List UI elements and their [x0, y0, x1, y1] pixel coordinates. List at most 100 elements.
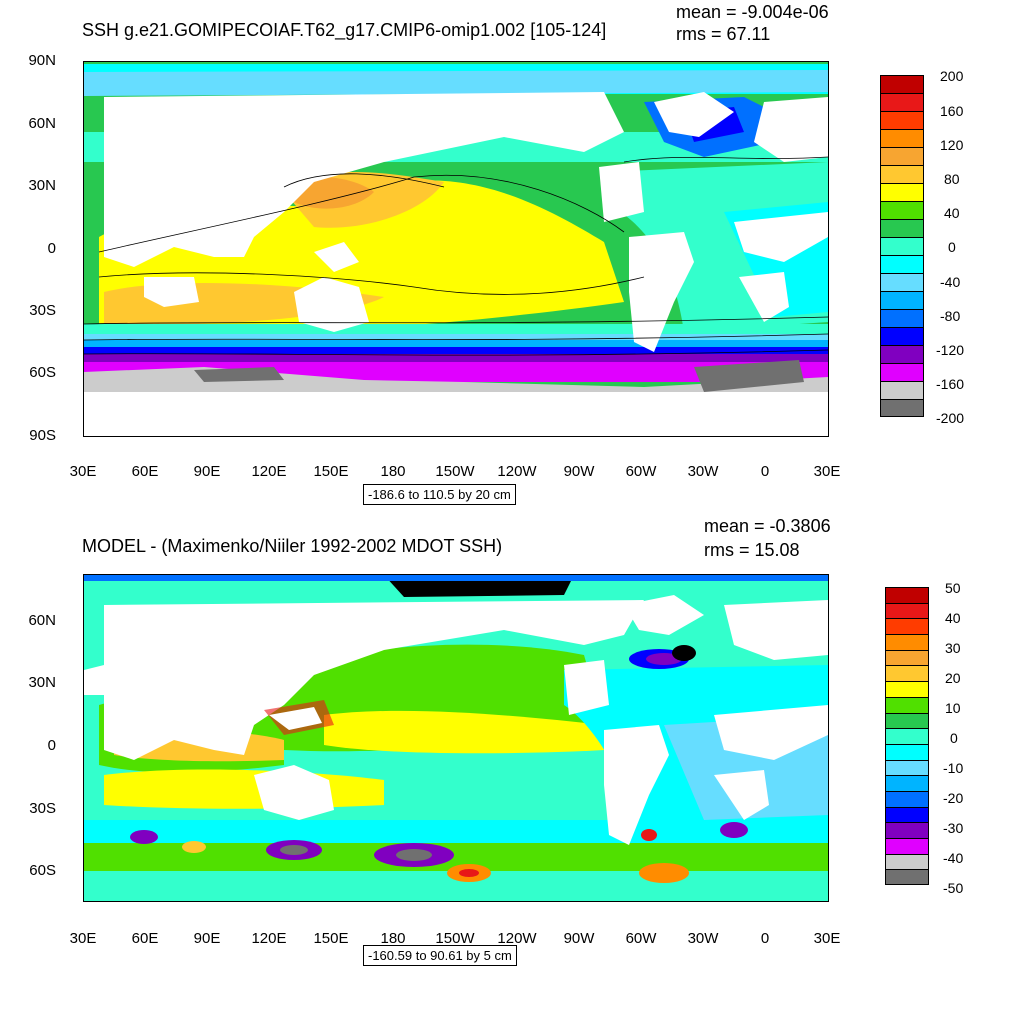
- panel1-cbar-label: 160: [940, 103, 964, 119]
- panel1-xtick: 60E: [131, 463, 159, 480]
- colorbar-swatch: [880, 75, 924, 93]
- colorbar-swatch: [880, 201, 924, 219]
- panel2-title: MODEL - (Maximenko/Niiler 1992-2002 MDOT…: [82, 536, 503, 556]
- colorbar-swatch: [880, 363, 924, 381]
- panel2-map-svg: [84, 575, 828, 901]
- colorbar-swatch: [880, 273, 924, 291]
- panel2-cbar-label: -50: [943, 880, 964, 896]
- panel1-ytick-60s: 60S: [29, 364, 56, 381]
- panel-ssh-model: SSH g.e21.GOMIPECOIAF.T62_g17.CMIP6-omip…: [0, 0, 1024, 510]
- colorbar-swatch: [885, 649, 929, 666]
- colorbar-swatch: [885, 728, 929, 744]
- panel1-xtick: 120W: [497, 463, 537, 480]
- panel1-mean: mean = -9.004e-06: [676, 2, 829, 22]
- panel1-cbar-label: -200: [936, 410, 965, 426]
- panel1-cbar-label: -40: [940, 274, 961, 290]
- panel1-rms: rms = 67.11: [676, 24, 771, 44]
- colorbar-swatch: [880, 399, 924, 417]
- panel2-cbar-label: 50: [945, 580, 961, 596]
- colorbar-swatch: [885, 634, 929, 650]
- colorbar-swatch: [880, 111, 924, 129]
- panel1-xtick: 30W: [687, 463, 719, 480]
- panel1-cbar-label: 200: [940, 68, 964, 84]
- panel1-xtick: 90E: [193, 463, 221, 480]
- colorbar-swatch: [885, 806, 929, 823]
- panel2-xtick: 150W: [435, 930, 475, 947]
- colorbar-swatch: [885, 790, 929, 807]
- panel2-cbar-label: -20: [943, 790, 964, 806]
- panel1-map-svg: [84, 62, 828, 436]
- panel2-cbar-label: -10: [943, 760, 964, 776]
- panel1-colorbar: [880, 75, 924, 417]
- panel1-title: SSH g.e21.GOMIPECOIAF.T62_g17.CMIP6-omip…: [82, 20, 607, 40]
- panel2-xtick: 90W: [563, 930, 595, 947]
- panel2-xtick: 30E: [813, 930, 841, 947]
- panel1-ytick-30n: 30N: [28, 177, 56, 194]
- panel1-cbar-label: -120: [936, 342, 965, 358]
- panel2-rms: rms = 15.08: [704, 540, 800, 560]
- panel1-ytick-90s: 90S: [29, 427, 56, 444]
- colorbar-swatch: [880, 309, 924, 327]
- colorbar-swatch: [885, 602, 929, 619]
- colorbar-swatch: [880, 255, 924, 273]
- colorbar-swatch: [880, 219, 924, 237]
- colorbar-swatch: [885, 759, 929, 776]
- panel2-colorbar: [885, 587, 929, 886]
- colorbar-swatch: [885, 775, 929, 791]
- panel1-ytick-0: 0: [47, 240, 56, 257]
- panel2-xtick: 150E: [313, 930, 349, 947]
- colorbar-swatch: [885, 822, 929, 838]
- panel2-ytick-30n: 30N: [28, 674, 56, 691]
- colorbar-swatch: [880, 291, 924, 309]
- panel1-xtick: 30E: [69, 463, 97, 480]
- colorbar-swatch: [885, 618, 929, 635]
- panel2-cbar-label: 0: [950, 730, 958, 746]
- panel2-xtick: 90E: [193, 930, 221, 947]
- panel2-mean: mean = -0.3806: [704, 516, 831, 536]
- colorbar-swatch: [880, 165, 924, 183]
- panel2-xtick: 0: [760, 930, 770, 947]
- panel2-cbar-label: 40: [945, 610, 961, 626]
- colorbar-swatch: [880, 147, 924, 165]
- panel2-cbar-label: 10: [945, 700, 961, 716]
- panel1-cbar-label: 0: [948, 239, 956, 255]
- panel2-cbar-label: 30: [945, 640, 961, 656]
- colorbar-swatch: [885, 869, 929, 886]
- colorbar-swatch: [880, 327, 924, 345]
- panel2-xtick: 120E: [251, 930, 287, 947]
- panel1-cbar-label: -160: [936, 376, 965, 392]
- panel1-map: [83, 61, 829, 437]
- panel1-cbar-label: 80: [944, 171, 960, 187]
- colorbar-swatch: [885, 665, 929, 682]
- colorbar-swatch: [885, 853, 929, 870]
- colorbar-swatch: [885, 743, 929, 760]
- panel2-ytick-60s: 60S: [29, 862, 56, 879]
- panel2-xtick: 120W: [497, 930, 537, 947]
- panel1-contour-info: -186.6 to 110.5 by 20 cm: [363, 484, 516, 505]
- panel2-ytick-30s: 30S: [29, 800, 56, 817]
- panel1-cbar-label: 120: [940, 137, 964, 153]
- colorbar-swatch: [880, 381, 924, 399]
- panel2-xtick: 60E: [131, 930, 159, 947]
- panel1-xtick: 150E: [313, 463, 349, 480]
- panel1-xtick: 90W: [563, 463, 595, 480]
- panel2-xtick: 30E: [69, 930, 97, 947]
- colorbar-swatch: [880, 93, 924, 111]
- colorbar-swatch: [885, 587, 929, 603]
- panel2-cbar-label: 20: [945, 670, 961, 686]
- colorbar-swatch: [885, 681, 929, 697]
- panel1-xtick: 30E: [813, 463, 841, 480]
- panel1-xtick: 150W: [435, 463, 475, 480]
- panel2-cbar-label: -30: [943, 820, 964, 836]
- panel1-xtick: 60W: [625, 463, 657, 480]
- colorbar-swatch: [885, 696, 929, 713]
- colorbar-swatch: [880, 345, 924, 363]
- panel1-xtick: 0: [760, 463, 770, 480]
- colorbar-swatch: [880, 129, 924, 147]
- panel1-ytick-90n: 90N: [28, 52, 56, 69]
- panel1-ytick-60n: 60N: [28, 115, 56, 132]
- panel2-xtick: 60W: [625, 930, 657, 947]
- panel1-xtick: 120E: [251, 463, 287, 480]
- colorbar-swatch: [880, 237, 924, 255]
- panel2-ytick-0: 0: [47, 737, 56, 754]
